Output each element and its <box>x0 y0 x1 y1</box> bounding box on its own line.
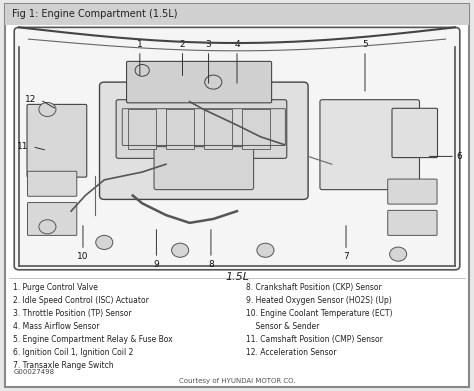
Text: 4. Mass Airflow Sensor: 4. Mass Airflow Sensor <box>13 322 100 331</box>
Circle shape <box>205 75 222 89</box>
Text: 12: 12 <box>25 95 36 104</box>
Bar <box>166 109 194 149</box>
Bar <box>204 109 232 149</box>
Circle shape <box>135 65 149 76</box>
FancyBboxPatch shape <box>27 203 77 235</box>
FancyBboxPatch shape <box>5 4 469 387</box>
FancyBboxPatch shape <box>154 147 254 190</box>
FancyBboxPatch shape <box>388 210 437 235</box>
FancyBboxPatch shape <box>388 179 437 204</box>
FancyBboxPatch shape <box>100 82 308 199</box>
Circle shape <box>172 243 189 257</box>
Text: 5: 5 <box>362 40 368 49</box>
Circle shape <box>390 247 407 261</box>
Text: 8: 8 <box>208 260 214 269</box>
Circle shape <box>257 243 274 257</box>
Text: 6. Ignition Coil 1, Ignition Coil 2: 6. Ignition Coil 1, Ignition Coil 2 <box>13 348 134 357</box>
Text: Courtesy of HYUNDAI MOTOR CO.: Courtesy of HYUNDAI MOTOR CO. <box>179 378 295 384</box>
FancyBboxPatch shape <box>116 100 287 158</box>
Text: 9. Heated Oxygen Sensor (HO2S) (Up): 9. Heated Oxygen Sensor (HO2S) (Up) <box>246 296 392 305</box>
Text: 5. Engine Compartment Relay & Fuse Box: 5. Engine Compartment Relay & Fuse Box <box>13 335 173 344</box>
Text: 2. Idle Speed Control (ISC) Actuator: 2. Idle Speed Control (ISC) Actuator <box>13 296 149 305</box>
FancyBboxPatch shape <box>127 61 272 103</box>
Text: 11. Camshaft Position (CMP) Sensor: 11. Camshaft Position (CMP) Sensor <box>246 335 383 344</box>
Text: 10. Engine Coolant Temperature (ECT): 10. Engine Coolant Temperature (ECT) <box>246 309 393 318</box>
Bar <box>5 4 469 25</box>
Text: 9: 9 <box>154 260 159 269</box>
Text: 3: 3 <box>206 40 211 49</box>
Text: 8. Crankshaft Position (CKP) Sensor: 8. Crankshaft Position (CKP) Sensor <box>246 283 382 292</box>
Text: 2: 2 <box>180 40 185 49</box>
FancyBboxPatch shape <box>27 171 77 196</box>
Text: 1: 1 <box>137 40 143 49</box>
Text: 6: 6 <box>456 152 462 161</box>
Bar <box>128 109 156 149</box>
Text: 1.5L: 1.5L <box>225 272 249 282</box>
Circle shape <box>96 235 113 249</box>
Text: 12. Acceleration Sensor: 12. Acceleration Sensor <box>246 348 337 357</box>
Text: G00027498: G00027498 <box>13 369 55 375</box>
Text: 1. Purge Control Valve: 1. Purge Control Valve <box>13 283 98 292</box>
FancyBboxPatch shape <box>27 104 87 177</box>
Text: 10: 10 <box>77 252 89 261</box>
Text: 3. Throttle Position (TP) Sensor: 3. Throttle Position (TP) Sensor <box>13 309 132 318</box>
Text: 7: 7 <box>343 252 349 261</box>
Circle shape <box>39 102 56 117</box>
Text: Sensor & Sender: Sensor & Sender <box>246 322 320 331</box>
Text: Fig 1: Engine Compartment (1.5L): Fig 1: Engine Compartment (1.5L) <box>12 9 177 20</box>
Text: 7. Transaxle Range Switch: 7. Transaxle Range Switch <box>13 361 114 370</box>
FancyBboxPatch shape <box>14 27 460 270</box>
Text: 11: 11 <box>17 142 28 151</box>
Circle shape <box>39 220 56 234</box>
FancyBboxPatch shape <box>320 100 419 190</box>
Text: 4: 4 <box>234 40 240 49</box>
Bar <box>242 109 270 149</box>
FancyBboxPatch shape <box>392 108 438 158</box>
